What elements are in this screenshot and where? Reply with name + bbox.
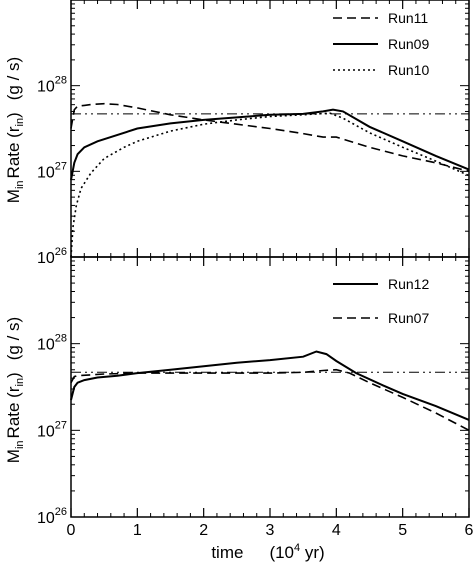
x-tick-label: 0 — [67, 522, 76, 539]
x-axis-label: time (104 yr) — [211, 542, 324, 562]
series-line-run10 — [70, 112, 470, 258]
legend-label-run07: Run07 — [388, 310, 429, 326]
legend-label-run10: Run10 — [388, 62, 429, 78]
x-tick-label: 5 — [398, 522, 407, 539]
y-tick-label: 1026 — [37, 246, 67, 267]
x-tick-label: 6 — [465, 522, 474, 539]
x-tick-label: 3 — [266, 522, 275, 539]
y-tick-label: 1028 — [37, 75, 67, 96]
series-line-run09 — [70, 108, 470, 181]
y-axis-label-top: MinRate (rin)(g / s) — [4, 57, 26, 203]
panel-bottom: 1026 1027 1028 0 1 2 3 4 5 6 Run12 Run07 — [37, 256, 474, 539]
plot-frame — [70, 256, 470, 518]
legend-label-run12: Run12 — [388, 276, 429, 292]
x-tick-label: 4 — [332, 522, 341, 539]
panel-top: 1026 1027 1028 Run11 Run09 Run10 — [37, 0, 470, 267]
legend-label-run09: Run09 — [388, 36, 429, 52]
y-tick-label: 1026 — [37, 506, 67, 527]
series-line-run12 — [70, 350, 470, 421]
x-tick-label: 2 — [199, 522, 208, 539]
y-tick-label: 1027 — [37, 419, 67, 440]
series-line-run11 — [70, 102, 470, 173]
svg-text:MinRate (rin)(g / s): MinRate (rin)(g / s) — [4, 57, 26, 203]
y-tick-label: 1027 — [37, 160, 67, 181]
legend-label-run11: Run11 — [388, 10, 428, 26]
series-line-run07 — [70, 368, 470, 432]
x-tick-label: 1 — [133, 522, 142, 539]
y-axis-label-bottom: MinRate (rin)(g / s) — [4, 317, 26, 463]
y-tick-label: 1028 — [37, 333, 67, 354]
svg-text:MinRate (rin)(g / s): MinRate (rin)(g / s) — [4, 317, 26, 463]
